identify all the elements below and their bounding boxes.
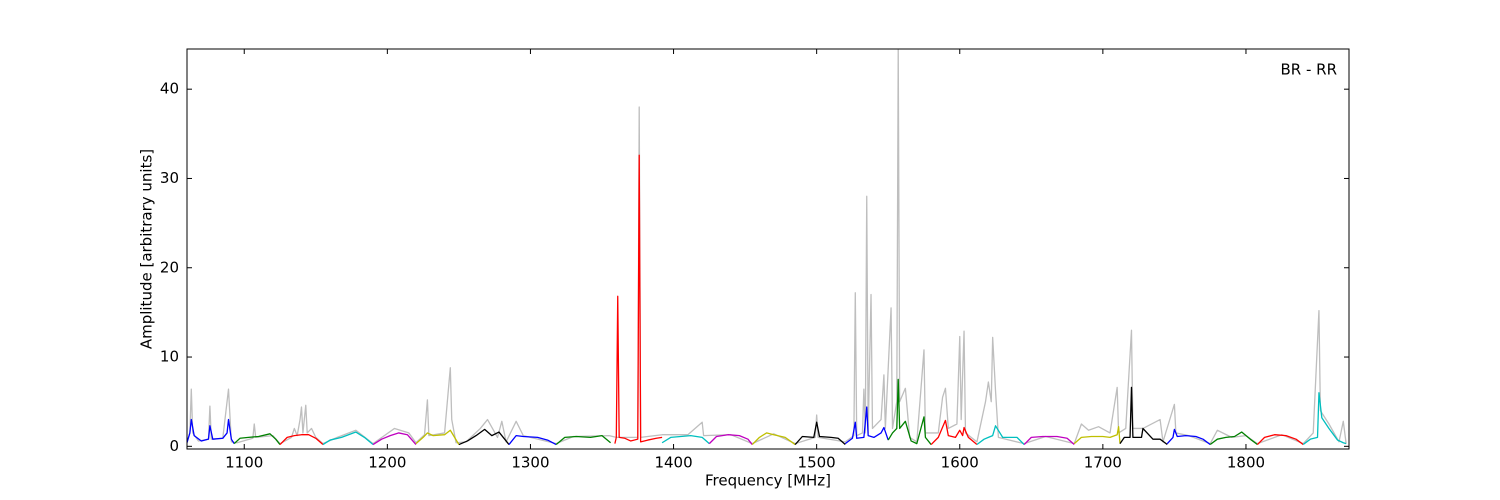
x-tick-label: 1300	[511, 454, 549, 472]
series-line	[1209, 431, 1258, 446]
series-line	[187, 418, 235, 444]
series-line	[415, 429, 460, 445]
x-tick-label: 1400	[654, 454, 692, 472]
x-tick-label: 1100	[225, 454, 263, 472]
series-line	[1166, 428, 1211, 446]
series-line	[555, 434, 612, 446]
series-line	[751, 432, 796, 446]
y-tick-label: 40	[160, 80, 179, 98]
axes-frame	[186, 48, 1350, 450]
series-line	[233, 433, 281, 445]
series-line	[1256, 434, 1304, 446]
y-tick-label: 0	[169, 437, 179, 455]
series-line	[1023, 435, 1075, 446]
x-tick-label: 1800	[1227, 454, 1265, 472]
series-line	[1073, 426, 1121, 445]
series-line	[458, 428, 510, 446]
series-line	[708, 434, 753, 445]
plot-area	[187, 49, 1347, 446]
x-tick-label: 1700	[1084, 454, 1122, 472]
series-line	[844, 406, 889, 445]
series-line	[372, 432, 417, 446]
series-line	[661, 434, 710, 445]
y-tick-label: 30	[160, 169, 179, 187]
series-line	[279, 434, 324, 446]
x-tick-label: 1500	[798, 454, 836, 472]
y-tick-label: 10	[160, 348, 179, 366]
series-line	[887, 378, 932, 445]
series-line	[187, 49, 1347, 445]
x-axis-label: Frequency [MHz]	[705, 472, 831, 490]
series-line	[508, 434, 557, 446]
series-line	[794, 421, 846, 446]
y-axis-label: Amplitude [arbitrary units]	[138, 149, 156, 349]
series-line	[1302, 392, 1347, 446]
series-line	[976, 425, 1025, 446]
series-line	[322, 431, 374, 446]
series-line	[930, 419, 978, 446]
y-tick-label: 20	[160, 258, 179, 276]
annotation: BR - RR	[1280, 61, 1337, 79]
x-tick-label: 1200	[368, 454, 406, 472]
series-line	[1119, 386, 1168, 446]
series-line	[614, 154, 663, 444]
x-tick-label: 1600	[941, 454, 979, 472]
